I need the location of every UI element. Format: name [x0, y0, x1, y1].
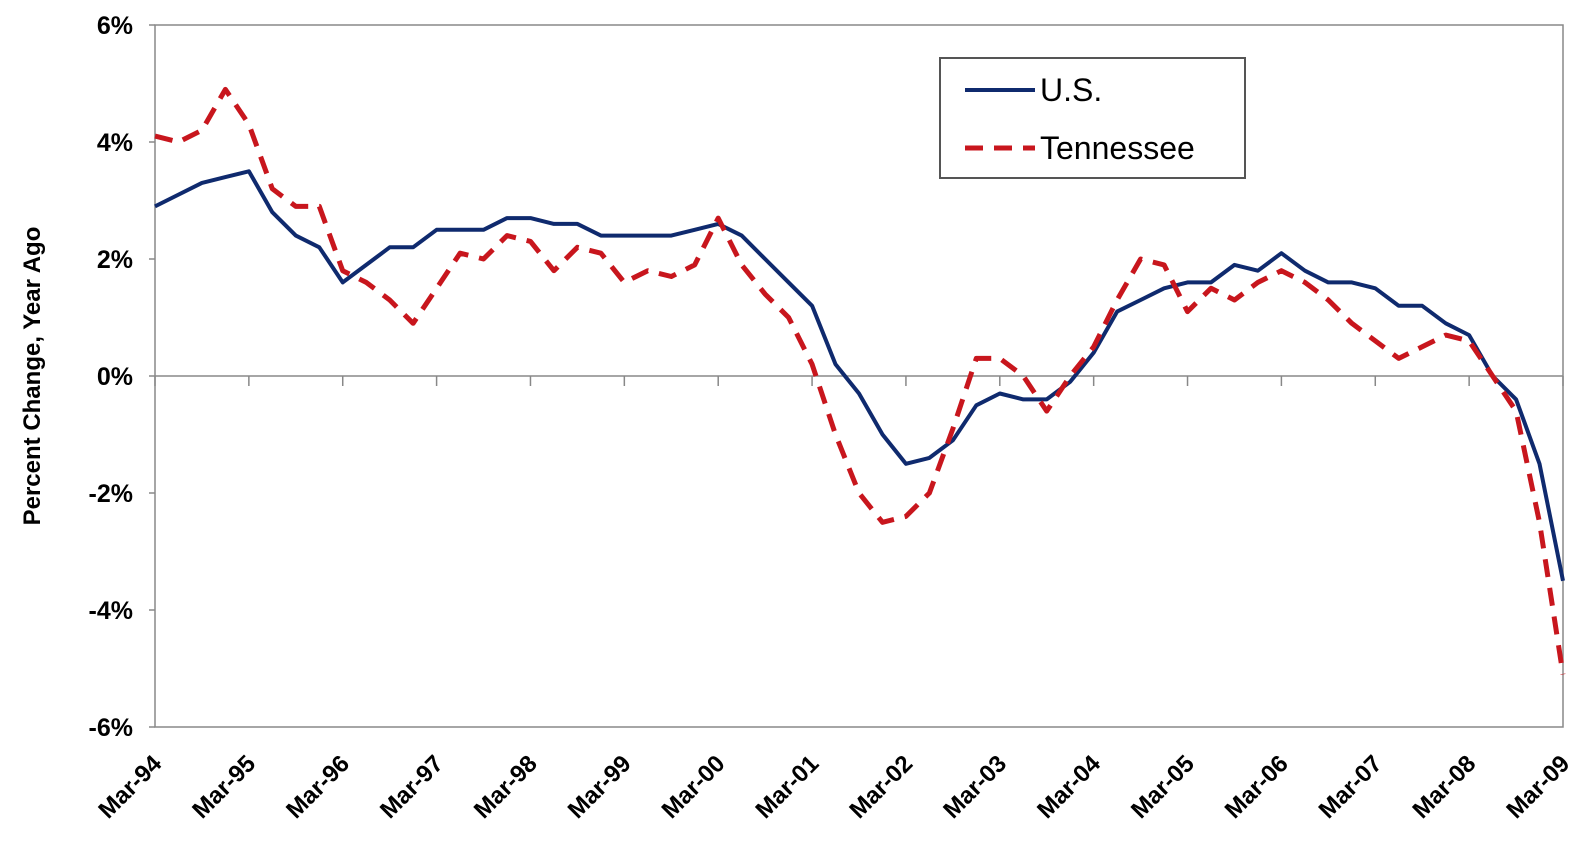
- x-tick-label: Mar-95: [187, 750, 261, 824]
- legend-box: [939, 57, 1246, 179]
- y-tick-label: -2%: [89, 480, 133, 508]
- x-tick-label: Mar-01: [751, 750, 825, 824]
- y-tick-label: 0%: [97, 363, 133, 391]
- y-tick-label: -6%: [89, 714, 133, 742]
- series-line: [154, 86, 1566, 675]
- x-tick-label: Mar-06: [1220, 750, 1294, 824]
- x-tick-label: Mar-00: [657, 750, 731, 824]
- x-tick-label: Mar-98: [469, 750, 543, 824]
- y-tick-label: -4%: [89, 597, 133, 625]
- x-tick-label: Mar-97: [375, 750, 449, 824]
- x-tick-label: Mar-99: [563, 750, 637, 824]
- x-tick-label: Mar-03: [938, 750, 1012, 824]
- x-tick-label: Mar-07: [1314, 750, 1388, 824]
- legend-label: U.S.: [1040, 72, 1102, 108]
- x-tick-label: Mar-96: [281, 750, 355, 824]
- y-axis-label: Percent Change, Year Ago: [19, 227, 46, 526]
- x-tick-label: Mar-05: [1126, 750, 1200, 824]
- x-tick-label: Mar-04: [1032, 750, 1106, 824]
- series-line: [154, 169, 1565, 582]
- x-tick-label: Mar-09: [1501, 750, 1575, 824]
- legend-label: Tennessee: [1040, 130, 1195, 166]
- y-tick-label: 4%: [97, 129, 133, 157]
- y-tick-label: 6%: [97, 12, 133, 40]
- y-tick-label: 2%: [97, 246, 133, 274]
- x-tick-label: Mar-02: [844, 750, 918, 824]
- x-tick-label: Mar-08: [1408, 750, 1482, 824]
- x-tick-label: Mar-94: [93, 750, 167, 824]
